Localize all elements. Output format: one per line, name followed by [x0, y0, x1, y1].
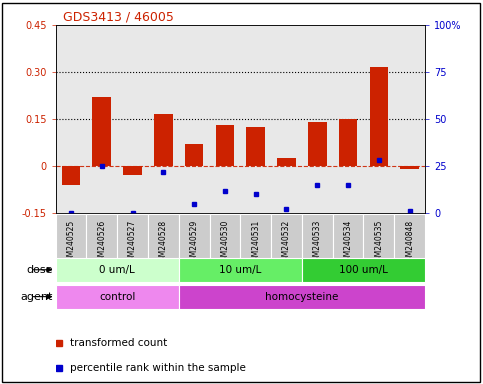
Text: 0 um/L: 0 um/L	[99, 265, 135, 275]
Bar	[123, 166, 142, 175]
FancyBboxPatch shape	[333, 214, 364, 272]
Bar	[215, 125, 234, 166]
Bar	[308, 122, 327, 166]
Text: GSM240528: GSM240528	[159, 220, 168, 266]
FancyBboxPatch shape	[179, 214, 210, 272]
Bar	[400, 166, 419, 169]
Text: GSM240848: GSM240848	[405, 220, 414, 266]
FancyBboxPatch shape	[271, 214, 302, 272]
Text: GSM240533: GSM240533	[313, 220, 322, 266]
Text: GSM240527: GSM240527	[128, 220, 137, 266]
FancyBboxPatch shape	[179, 258, 302, 282]
Text: 100 um/L: 100 um/L	[339, 265, 388, 275]
Text: 10 um/L: 10 um/L	[219, 265, 261, 275]
Bar	[246, 127, 265, 166]
FancyBboxPatch shape	[56, 214, 86, 272]
Bar	[369, 67, 388, 166]
Bar	[62, 166, 80, 185]
Text: dose: dose	[27, 265, 53, 275]
FancyBboxPatch shape	[86, 214, 117, 272]
FancyBboxPatch shape	[394, 214, 425, 272]
Text: GSM240532: GSM240532	[282, 220, 291, 266]
Text: GSM240529: GSM240529	[190, 220, 199, 266]
Text: homocysteine: homocysteine	[265, 291, 339, 302]
FancyBboxPatch shape	[240, 214, 271, 272]
Bar	[92, 97, 111, 166]
Text: percentile rank within the sample: percentile rank within the sample	[71, 362, 246, 373]
Bar	[277, 158, 296, 166]
FancyBboxPatch shape	[117, 214, 148, 272]
Text: GDS3413 / 46005: GDS3413 / 46005	[63, 11, 174, 24]
Text: GSM240526: GSM240526	[97, 220, 106, 266]
FancyBboxPatch shape	[210, 214, 240, 272]
Text: GSM240530: GSM240530	[220, 220, 229, 266]
Text: GSM240534: GSM240534	[343, 220, 353, 266]
Text: GSM240525: GSM240525	[67, 220, 75, 266]
FancyBboxPatch shape	[302, 258, 425, 282]
Bar	[185, 144, 203, 166]
Text: GSM240535: GSM240535	[374, 220, 384, 266]
FancyBboxPatch shape	[56, 258, 179, 282]
FancyBboxPatch shape	[148, 214, 179, 272]
Text: control: control	[99, 291, 135, 302]
Text: agent: agent	[21, 291, 53, 302]
FancyBboxPatch shape	[302, 214, 333, 272]
FancyBboxPatch shape	[364, 214, 394, 272]
Bar	[154, 114, 172, 166]
Text: transformed count: transformed count	[71, 338, 168, 348]
Bar	[339, 119, 357, 166]
FancyBboxPatch shape	[56, 285, 179, 309]
FancyBboxPatch shape	[179, 285, 425, 309]
Text: GSM240531: GSM240531	[251, 220, 260, 266]
